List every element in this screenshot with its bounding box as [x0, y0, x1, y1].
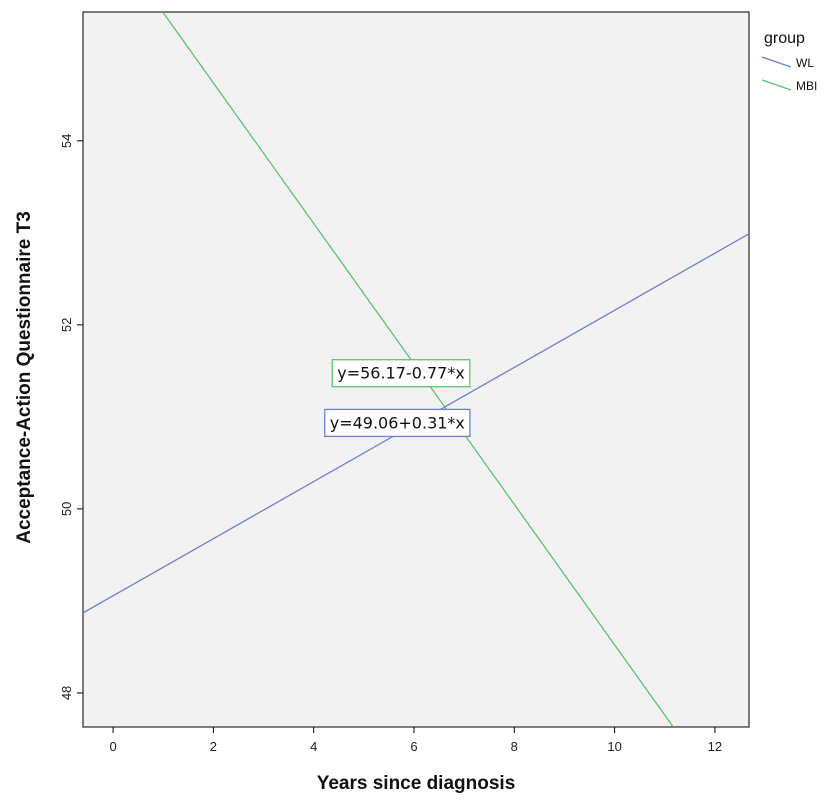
axes-layer: 0 2 4 6 8 10 12 48 50 52 54: [59, 134, 722, 754]
equation-box-wl: [324, 408, 471, 438]
legend-label-wl: WL: [796, 56, 814, 70]
legend-swatch-wl: [761, 56, 792, 68]
y-tick-label-52: 52: [59, 318, 74, 332]
x-tick-label-4: 4: [310, 739, 317, 754]
x-tick-label-12: 12: [708, 739, 722, 754]
equation-label-mbi: y=56.17-0.77*x: [331, 359, 471, 388]
x-tick-label-10: 10: [607, 739, 621, 754]
y-axis-title: Acceptance-Action Questionnaire T3: [14, 211, 35, 544]
x-tick-label-0: 0: [109, 739, 116, 754]
plot-layer: y=49.06+0.31*x y=56.17-0.77*x: [82, 11, 750, 728]
y-tick-label-54: 54: [59, 134, 74, 148]
legend-label-mbi: MBI: [796, 79, 817, 93]
x-axis-title: Years since diagnosis: [317, 773, 516, 794]
legend: group WL MBI: [761, 30, 817, 93]
equation-label-wl: y=49.06+0.31*x: [324, 408, 471, 438]
x-tick-label-2: 2: [210, 739, 217, 754]
legend-swatch-mbi: [761, 79, 792, 91]
x-tick-label-6: 6: [410, 739, 417, 754]
x-tick-label-8: 8: [511, 739, 518, 754]
equation-box-mbi: [331, 359, 471, 388]
y-tick-label-50: 50: [59, 502, 74, 516]
legend-title: group: [764, 30, 805, 47]
equation-text-mbi: y=56.17-0.77*x: [337, 364, 465, 383]
y-tick-label-48: 48: [59, 686, 74, 700]
equation-text-wl: y=49.06+0.31*x: [330, 413, 465, 432]
